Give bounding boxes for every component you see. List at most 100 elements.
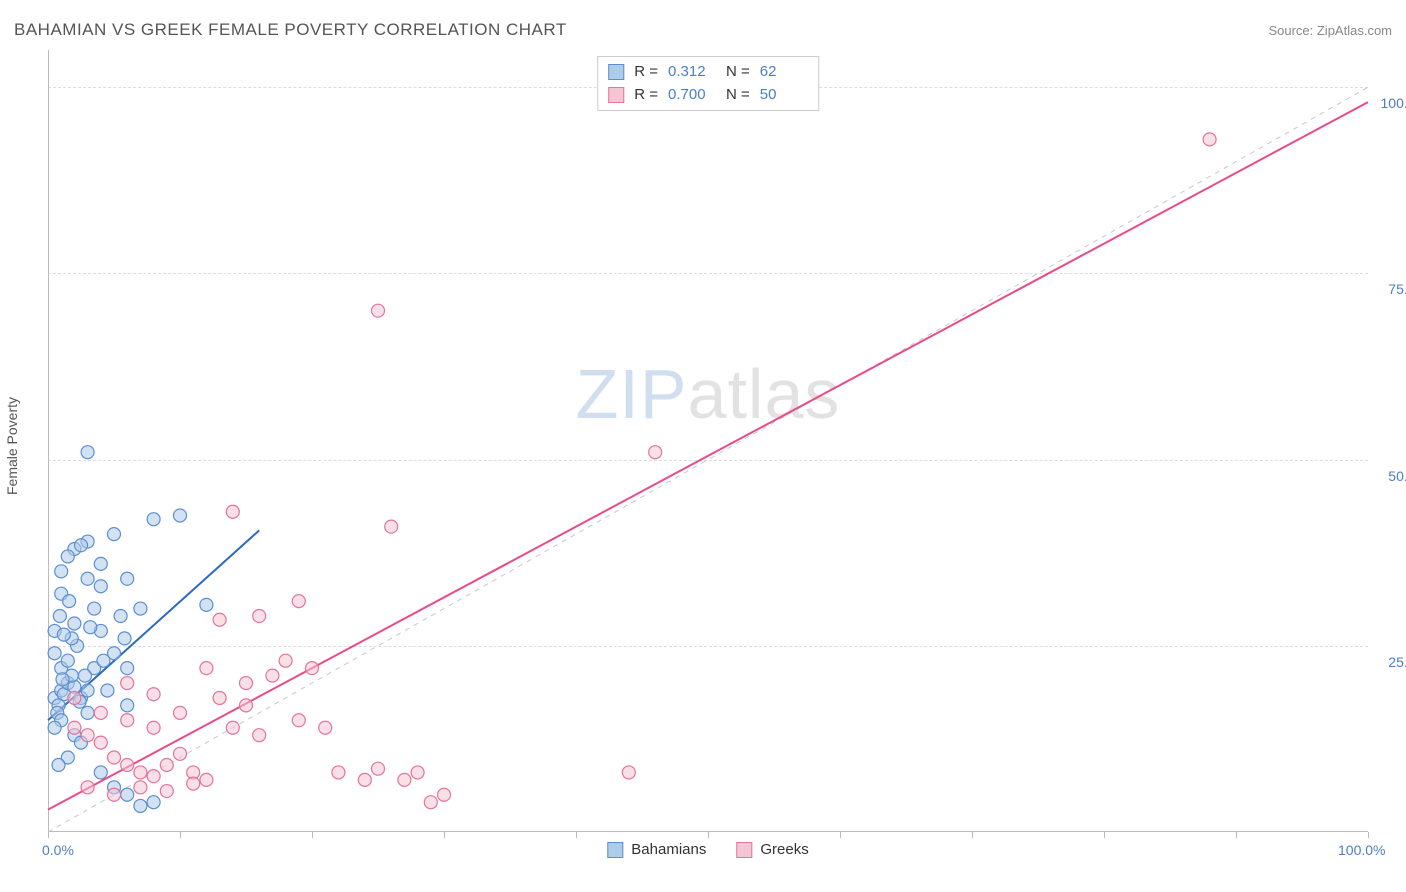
data-point-bahamians xyxy=(121,662,134,675)
y-tick-label: 50.0% xyxy=(1388,468,1406,484)
data-point-greeks xyxy=(200,662,213,675)
n-label: N = xyxy=(726,84,750,107)
data-point-greeks xyxy=(108,751,121,764)
data-point-greeks xyxy=(121,714,134,727)
data-point-bahamians xyxy=(56,673,69,686)
data-point-greeks xyxy=(438,788,451,801)
data-point-greeks xyxy=(108,788,121,801)
data-point-greeks xyxy=(266,669,279,682)
data-point-bahamians xyxy=(118,632,131,645)
data-point-greeks xyxy=(319,721,332,734)
data-point-greeks xyxy=(358,773,371,786)
legend-swatch xyxy=(608,87,624,103)
data-point-bahamians xyxy=(81,446,94,459)
data-point-greeks xyxy=(372,762,385,775)
data-point-greeks xyxy=(147,770,160,783)
data-point-greeks xyxy=(253,729,266,742)
data-point-greeks xyxy=(649,446,662,459)
data-point-bahamians xyxy=(63,595,76,608)
data-point-greeks xyxy=(134,766,147,779)
correlation-legend: R =0.312N =62R =0.700N =50 xyxy=(597,56,819,111)
data-point-bahamians xyxy=(61,550,74,563)
reference-diagonal xyxy=(48,87,1368,832)
data-point-greeks xyxy=(147,721,160,734)
x-tick xyxy=(1104,832,1105,838)
data-point-greeks xyxy=(94,706,107,719)
series-legend: Bahamians Greeks xyxy=(607,841,808,858)
data-point-bahamians xyxy=(174,509,187,522)
data-point-greeks xyxy=(68,721,81,734)
legend-swatch xyxy=(607,842,623,858)
n-value: 50 xyxy=(760,84,808,107)
chart-title: BAHAMIAN VS GREEK FEMALE POVERTY CORRELA… xyxy=(14,20,567,40)
data-point-bahamians xyxy=(68,617,81,630)
x-tick xyxy=(840,832,841,838)
data-point-bahamians xyxy=(114,610,127,623)
data-point-greeks xyxy=(226,505,239,518)
data-point-bahamians xyxy=(81,572,94,585)
legend-item-greeks: Greeks xyxy=(736,841,808,858)
x-tick xyxy=(708,832,709,838)
data-point-greeks xyxy=(160,758,173,771)
x-tick xyxy=(576,832,577,838)
data-point-greeks xyxy=(240,677,253,690)
x-tick-label: 0.0% xyxy=(42,842,74,858)
data-point-bahamians xyxy=(147,513,160,526)
data-point-bahamians xyxy=(94,766,107,779)
data-point-bahamians xyxy=(75,539,88,552)
data-point-bahamians xyxy=(61,654,74,667)
data-point-greeks xyxy=(622,766,635,779)
data-point-greeks xyxy=(213,691,226,704)
data-point-bahamians xyxy=(147,796,160,809)
legend-item-bahamians: Bahamians xyxy=(607,841,706,858)
data-point-bahamians xyxy=(121,699,134,712)
data-point-greeks xyxy=(200,773,213,786)
data-point-greeks xyxy=(68,691,81,704)
x-tick xyxy=(972,832,973,838)
data-point-greeks xyxy=(1203,133,1216,146)
legend-swatch xyxy=(736,842,752,858)
data-point-greeks xyxy=(253,610,266,623)
data-point-bahamians xyxy=(81,706,94,719)
data-point-greeks xyxy=(292,595,305,608)
x-tick xyxy=(312,832,313,838)
data-point-greeks xyxy=(411,766,424,779)
data-point-greeks xyxy=(81,729,94,742)
data-point-bahamians xyxy=(57,628,70,641)
data-point-bahamians xyxy=(88,602,101,615)
legend-label: Greeks xyxy=(760,841,808,858)
r-label: R = xyxy=(634,84,658,107)
scatter-svg xyxy=(48,50,1368,832)
data-point-bahamians xyxy=(134,799,147,812)
x-tick xyxy=(48,832,49,838)
x-tick xyxy=(1236,832,1237,838)
data-point-greeks xyxy=(279,654,292,667)
data-point-greeks xyxy=(160,785,173,798)
r-label: R = xyxy=(634,61,658,84)
x-tick xyxy=(180,832,181,838)
x-tick xyxy=(444,832,445,838)
y-tick-label: 100.0% xyxy=(1381,95,1406,111)
data-point-greeks xyxy=(174,747,187,760)
x-tick-label: 100.0% xyxy=(1338,842,1385,858)
data-point-greeks xyxy=(94,736,107,749)
y-axis-label: Female Poverty xyxy=(4,397,20,495)
data-point-bahamians xyxy=(52,758,65,771)
r-value: 0.312 xyxy=(668,61,716,84)
data-point-greeks xyxy=(332,766,345,779)
data-point-greeks xyxy=(385,520,398,533)
data-point-greeks xyxy=(213,613,226,626)
data-point-bahamians xyxy=(97,654,110,667)
data-point-bahamians xyxy=(121,788,134,801)
data-point-bahamians xyxy=(108,528,121,541)
data-point-greeks xyxy=(372,304,385,317)
data-point-bahamians xyxy=(121,572,134,585)
correlation-row-bahamians: R =0.312N =62 xyxy=(608,61,808,84)
correlation-row-greeks: R =0.700N =50 xyxy=(608,84,808,107)
data-point-bahamians xyxy=(101,684,114,697)
data-point-greeks xyxy=(147,688,160,701)
data-point-greeks xyxy=(121,677,134,690)
data-point-bahamians xyxy=(94,580,107,593)
data-point-bahamians xyxy=(55,565,68,578)
data-point-greeks xyxy=(226,721,239,734)
